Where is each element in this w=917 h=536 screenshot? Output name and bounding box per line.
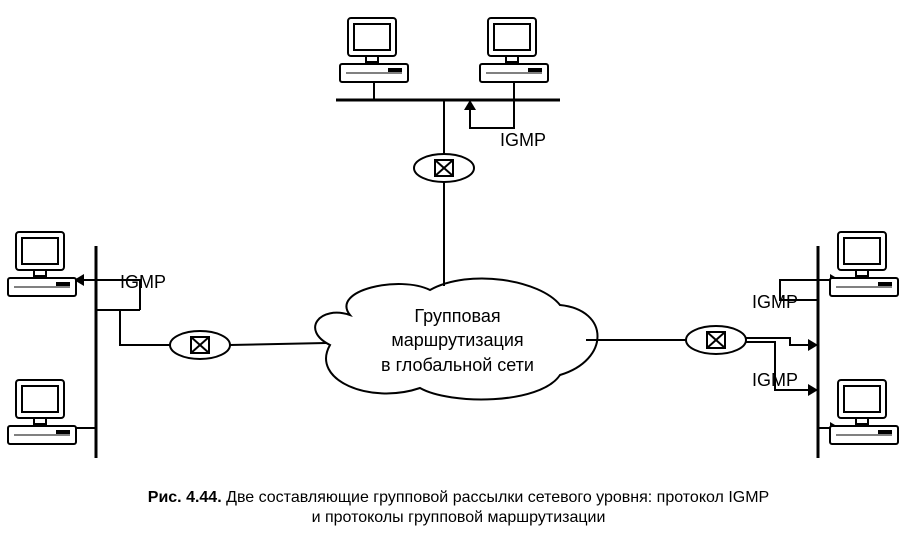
link-left-router-cloud [230, 343, 326, 345]
label-igmp-right-lower: IGMP [752, 370, 798, 391]
computer-icon [830, 232, 898, 296]
computer-icon [8, 232, 76, 296]
cloud-line: маршрутизация [391, 330, 523, 350]
label-igmp-right-upper: IGMP [752, 292, 798, 313]
caption-line2: и протоколы групповой маршрутизации [312, 509, 606, 526]
diagram-stage: IGMP IGMP IGMP IGMP Групповая маршрутиза… [0, 0, 917, 536]
computer-icon [340, 18, 408, 82]
router-right [686, 326, 746, 354]
caption-prefix: Рис. 4.44. [148, 489, 222, 506]
label-igmp-top: IGMP [500, 130, 546, 151]
cloud-line: в глобальной сети [381, 355, 534, 375]
computer-icon [830, 380, 898, 444]
computer-icon [8, 380, 76, 444]
router-left [170, 331, 230, 359]
diagram-svg [0, 0, 917, 536]
figure-caption: Рис. 4.44. Две составляющие групповой ра… [0, 488, 917, 528]
cloud-label: Групповая маршрутизация в глобальной сет… [360, 304, 555, 377]
computer-icon [480, 18, 548, 82]
label-igmp-left: IGMP [120, 272, 166, 293]
router-top [414, 154, 474, 182]
cloud-line: Групповая [414, 306, 500, 326]
caption-line1: Две составляющие групповой рассылки сете… [222, 489, 770, 506]
link-left-router-bus [96, 310, 170, 345]
drop-top-right [470, 82, 514, 128]
